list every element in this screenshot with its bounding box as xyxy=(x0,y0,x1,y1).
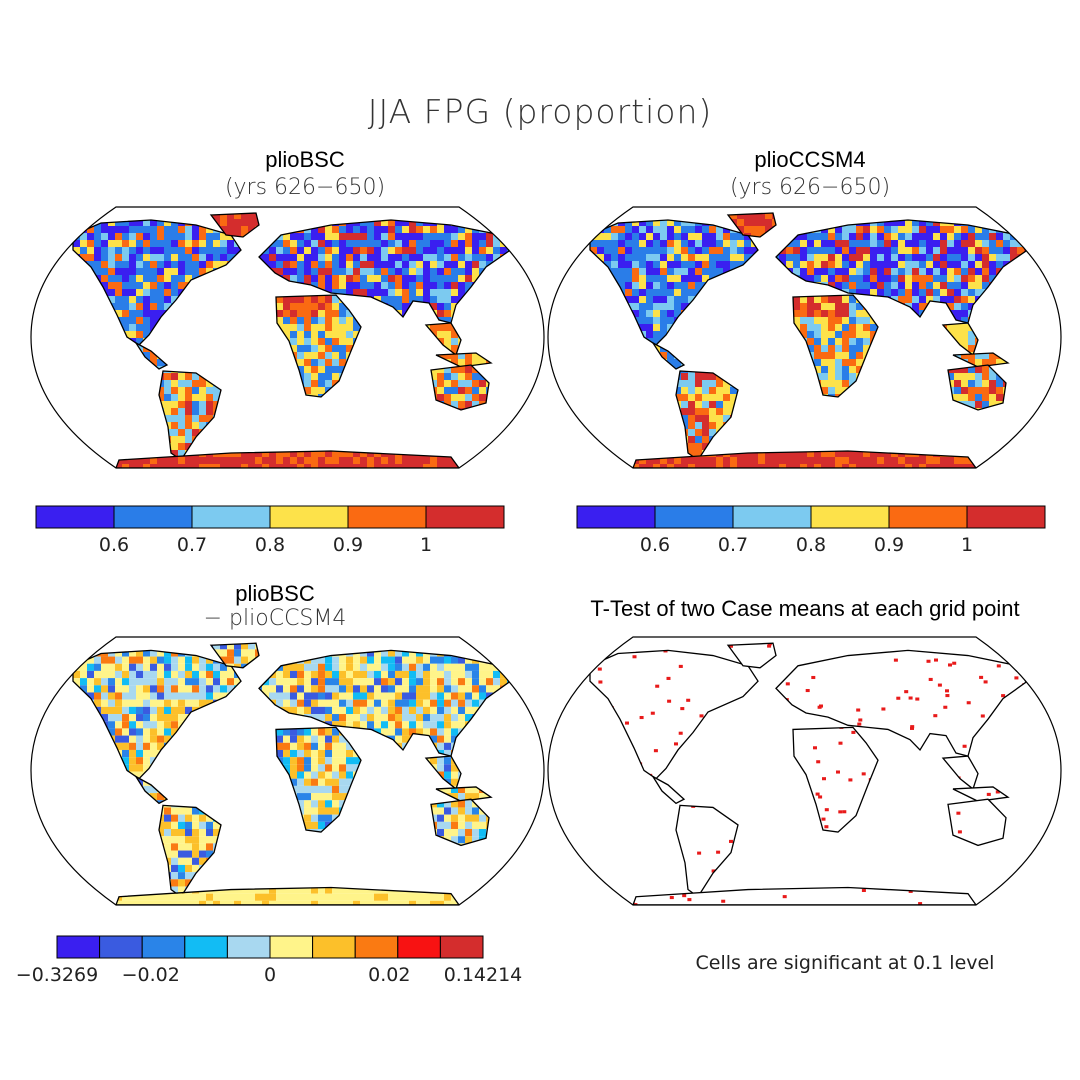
colorbar-diff-swatch xyxy=(185,936,228,958)
panel-1-title: plioBSC xyxy=(75,148,535,172)
panel-3-subtitle: − plioCCSM4 xyxy=(45,606,505,632)
colorbar-abs-swatch xyxy=(192,506,270,528)
map-panel-plioCCSM4 xyxy=(548,205,1061,470)
colorbar-plioCCSM4: 0.6 0.7 0.8 0.9 1 xyxy=(576,505,1046,560)
panel-4-title: T-Test of two Case means at each grid po… xyxy=(545,597,1065,621)
colorbar-diff-swatch xyxy=(227,936,270,958)
panel-2-title: plioCCSM4 xyxy=(580,148,1040,172)
colorbar-diff-swatch xyxy=(398,936,441,958)
colorbar-diff-swatch xyxy=(440,936,483,958)
colorbar-abs-tick-label: 0.7 xyxy=(718,534,748,556)
map-panel-plioBSC xyxy=(31,205,544,470)
colorbar-diff-tick-label: −0.3269 xyxy=(16,964,98,986)
colorbar-abs-swatch xyxy=(655,506,733,528)
colorbar-diff-swatch xyxy=(57,936,100,958)
significance-note: Cells are significant at 0.1 level xyxy=(640,952,1050,974)
colorbar-abs-swatch xyxy=(811,506,889,528)
colorbar-abs-tick-label: 1 xyxy=(420,534,432,556)
colorbar-abs-swatch xyxy=(270,506,348,528)
colorbar-diff-tick-label: 0.02 xyxy=(368,964,410,986)
colorbar-abs-tick-label: 0.6 xyxy=(640,534,670,556)
panel-3-title: plioBSC xyxy=(45,582,505,606)
panel-1-subtitle: (yrs 626−650) xyxy=(75,175,535,201)
colorbar-abs-tick-label: 0.8 xyxy=(796,534,826,556)
colorbar-diff-swatch xyxy=(313,936,356,958)
figure-title: JJA FPG (proportion) xyxy=(0,92,1080,131)
map-panel-ttest xyxy=(548,635,1061,907)
colorbar-abs-swatch xyxy=(733,506,811,528)
colorbar-diff-tick-label: 0.14214 xyxy=(444,964,523,986)
colorbar-abs-tick-label: 1 xyxy=(961,534,973,556)
colorbar-diff-tick-label: −0.02 xyxy=(122,964,180,986)
colorbar-abs-swatch xyxy=(889,506,967,528)
colorbar-abs-swatch xyxy=(967,506,1045,528)
map-panel-difference xyxy=(31,635,544,907)
colorbar-abs-tick-label: 0.7 xyxy=(177,534,207,556)
colorbar-abs-tick-label: 0.6 xyxy=(99,534,129,556)
colorbar-abs-tick-label: 0.9 xyxy=(874,534,904,556)
colorbar-diff-swatch xyxy=(270,936,313,958)
colorbar-abs-swatch xyxy=(36,506,114,528)
colorbar-abs-tick-label: 0.8 xyxy=(255,534,285,556)
colorbar-abs-swatch xyxy=(577,506,655,528)
colorbar-plioBSC: 0.6 0.7 0.8 0.9 1 xyxy=(35,505,505,560)
colorbar-difference: −0.3269 −0.02 0 0.02 0.14214 xyxy=(10,935,530,990)
colorbar-abs-swatch xyxy=(114,506,192,528)
colorbar-diff-swatch xyxy=(355,936,398,958)
colorbar-diff-swatch xyxy=(142,936,185,958)
colorbar-diff-tick-label: 0 xyxy=(264,964,276,986)
colorbar-diff-swatch xyxy=(100,936,143,958)
panel-2-subtitle: (yrs 626−650) xyxy=(580,175,1040,201)
colorbar-abs-tick-label: 0.9 xyxy=(333,534,363,556)
colorbar-abs-swatch xyxy=(348,506,426,528)
colorbar-abs-swatch xyxy=(426,506,504,528)
